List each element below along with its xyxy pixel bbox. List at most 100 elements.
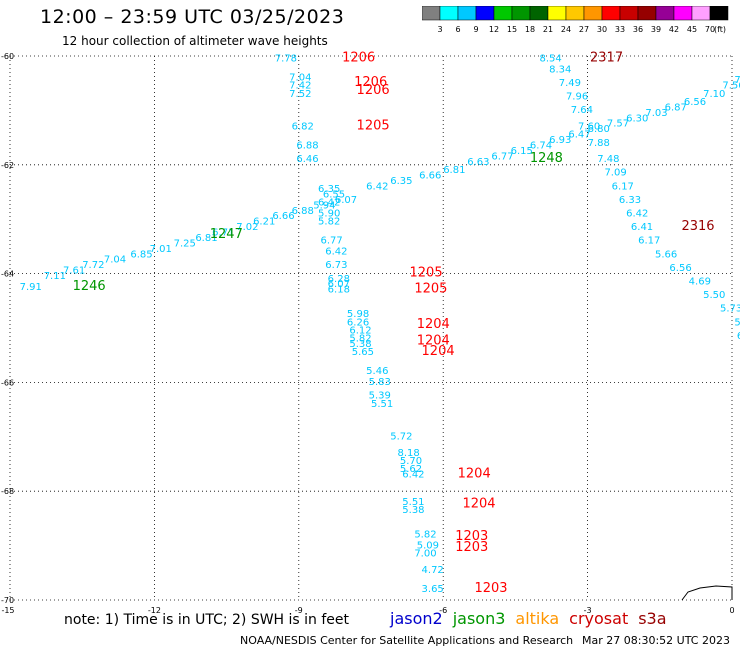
- swh-value: 7.88: [588, 138, 610, 149]
- swh-value: 7.25: [174, 238, 196, 249]
- swh-value: 7.00: [414, 548, 436, 559]
- swh-value: 7.04: [104, 255, 126, 266]
- chart-title: 12:00 – 23:59 UTC 03/25/2023: [40, 6, 345, 28]
- swh-value: 4.72: [422, 565, 444, 576]
- swh-value: 5.82: [318, 217, 340, 228]
- swh-value: 6.81: [195, 233, 217, 244]
- swh-value: 6.41: [631, 222, 653, 233]
- swh-value: 7.48: [597, 154, 619, 165]
- swh-value: 6.81: [443, 165, 465, 176]
- swh-value: 6.47: [568, 130, 590, 141]
- swh-value: 6.07: [328, 279, 350, 290]
- swh-value: 7.42: [289, 81, 311, 92]
- swh-value: 7.52: [289, 89, 311, 100]
- swh-value: 6.93: [549, 135, 571, 146]
- swh-value: 6.66: [272, 211, 294, 222]
- swh-value: 7.72: [82, 260, 104, 271]
- latitude-tick-label: -64: [1, 270, 14, 279]
- swh-value: 8.54: [539, 53, 561, 64]
- pass-time-label: 1204: [417, 317, 450, 332]
- swh-value: 6.55: [323, 189, 345, 200]
- swh-value: 6.21: [253, 217, 275, 228]
- swh-value: 6.33: [619, 195, 641, 206]
- swh-value: 7.91: [20, 282, 42, 293]
- color-scale-swatches: [422, 6, 729, 21]
- pass-time-label: 1206: [357, 83, 390, 98]
- swh-value: 4.69: [689, 276, 711, 287]
- pass-time-label: 2316: [681, 219, 714, 234]
- latitude-tick-label: -60: [1, 52, 14, 61]
- swh-value: 7.64: [571, 105, 593, 116]
- color-scale-label: 9: [473, 25, 478, 34]
- footer-note: note: 1) Time is in UTC; 2) SWH is in fe…: [64, 612, 350, 628]
- swh-value: 5.70: [400, 456, 422, 467]
- pass-time-label: 1205: [414, 282, 447, 297]
- swh-value: 7.56: [722, 81, 740, 92]
- pass-time-label: 1205: [357, 118, 390, 133]
- footer-credit: NOAA/NESDIS Center for Satellite Applica…: [240, 634, 574, 647]
- color-scale-label: 45: [687, 25, 697, 34]
- color-scale-labels: 3 6 9 12 15 18 21 24 27 30 33 36 39 42 45 70(ft): [437, 25, 726, 34]
- swh-value: 6.56: [684, 97, 706, 108]
- color-scale-label: 24: [561, 25, 571, 34]
- swh-value: 7.49: [559, 78, 581, 89]
- latitude-tick-label: -68: [1, 487, 14, 496]
- swh-value: 5.98: [347, 309, 369, 320]
- swh-value: 6.66: [419, 170, 441, 181]
- swh-value: 6.88: [292, 206, 314, 217]
- latitude-tick-label: -66: [1, 378, 14, 387]
- color-scale-unit: (ft): [714, 25, 726, 34]
- swh-value: 5.83: [369, 377, 391, 388]
- longitude-tick-label: -12: [148, 606, 161, 615]
- swh-value: 8.34: [549, 64, 571, 75]
- swh-value: 3.65: [422, 584, 444, 595]
- pass-time-label: 1204: [458, 467, 491, 482]
- pass-time-label: 1248: [530, 151, 563, 166]
- swh-value: 6.42: [626, 208, 648, 219]
- color-scale-label: 12: [489, 25, 499, 34]
- swh-value: 7.96: [566, 92, 588, 103]
- swh-value: 7.11: [44, 271, 66, 282]
- swh-value: 5.73: [720, 304, 740, 315]
- swh-value: 7.01: [150, 244, 172, 255]
- longitude-tick-label: -6: [439, 606, 447, 615]
- swh-value: 7.02: [236, 222, 258, 233]
- color-scale-label: 70: [705, 25, 715, 34]
- color-scale-bar: 3 6 9 12 15 18 21 24 27 30 33 36 39 42 45 70(ft): [422, 6, 729, 34]
- swh-value: 5.38: [402, 505, 424, 516]
- color-swatch: [709, 6, 729, 21]
- swh-value: 6.87: [665, 102, 687, 113]
- swh-value: 6.18: [328, 285, 350, 296]
- swh-value: 6.88: [296, 140, 318, 151]
- swh-value: 7.57: [607, 119, 629, 130]
- pass-time-label: 1204: [422, 344, 455, 359]
- longitude-tick-label: -3: [584, 606, 592, 615]
- pass-time-label: 1206: [354, 75, 387, 90]
- longitude-tick-label: -9: [295, 606, 303, 615]
- swh-value: 7.78: [275, 53, 297, 64]
- swh-value: 6.35: [390, 176, 412, 187]
- pass-time-label: 1203: [455, 529, 488, 544]
- swh-value: 7.60: [578, 121, 600, 132]
- swh-value: 6.17: [638, 236, 660, 247]
- swh-value: 5.62: [400, 464, 422, 475]
- chart-subtitle: 12 hour collection of altimeter wave hei…: [62, 34, 328, 48]
- color-scale-label: 21: [543, 25, 553, 34]
- color-scale-label: 6: [455, 25, 460, 34]
- swh-value: 6.85: [130, 249, 152, 260]
- pass-time-label: 1205: [410, 265, 443, 280]
- swh-value: 7.61: [63, 266, 85, 277]
- swh-value: 6.28: [328, 274, 350, 285]
- swh-value: 5.51: [402, 497, 424, 508]
- swh-value: 6.12: [349, 325, 371, 336]
- color-scale-label: 42: [669, 25, 679, 34]
- latitude-tick-label: -70: [1, 596, 14, 605]
- swh-value: 5.38: [349, 339, 371, 350]
- pass-time-label: 1247: [210, 227, 243, 242]
- swh-value: 6.26: [347, 317, 369, 328]
- swh-value: 6.77: [320, 236, 342, 247]
- legend-item-s3a: s3a: [638, 609, 667, 628]
- axis-tick-labels: -15 -12 -9 -6 -3 0 -60 -62 -64 -66 -68 -70: [1, 52, 735, 615]
- latitude-tick-label: -62: [1, 161, 14, 170]
- footer-date: Mar 27 08:30:52 UTC 2023: [582, 634, 730, 647]
